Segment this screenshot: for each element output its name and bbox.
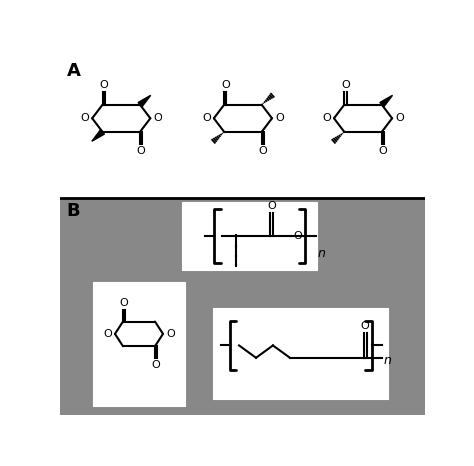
Text: O: O [152,360,161,370]
Polygon shape [380,96,392,107]
Text: n: n [318,247,326,260]
Text: O: O [120,298,128,308]
Text: O: O [99,80,108,90]
Text: O: O [275,113,284,123]
Bar [61,56,425,197]
Text: O: O [137,146,146,157]
Bar [213,308,389,399]
Text: O: O [166,329,175,339]
Polygon shape [92,130,104,141]
Text: O: O [322,113,331,123]
Text: n: n [384,354,392,367]
Text: O: O [395,113,404,123]
Text: O: O [341,80,350,90]
Bar [61,198,425,415]
Text: O: O [202,113,211,123]
Bar [61,195,425,280]
Text: O: O [221,80,230,90]
Text: O: O [258,146,267,157]
Text: O: O [379,146,387,157]
Text: O: O [103,329,112,339]
Bar [182,202,317,270]
Text: O: O [293,231,302,241]
Text: O: O [267,201,276,211]
Text: O: O [81,113,89,123]
Text: O: O [361,321,370,331]
Bar [93,282,185,405]
Text: B: B [66,202,80,220]
Text: O: O [154,113,162,123]
Text: A: A [66,62,81,80]
Polygon shape [138,96,151,107]
